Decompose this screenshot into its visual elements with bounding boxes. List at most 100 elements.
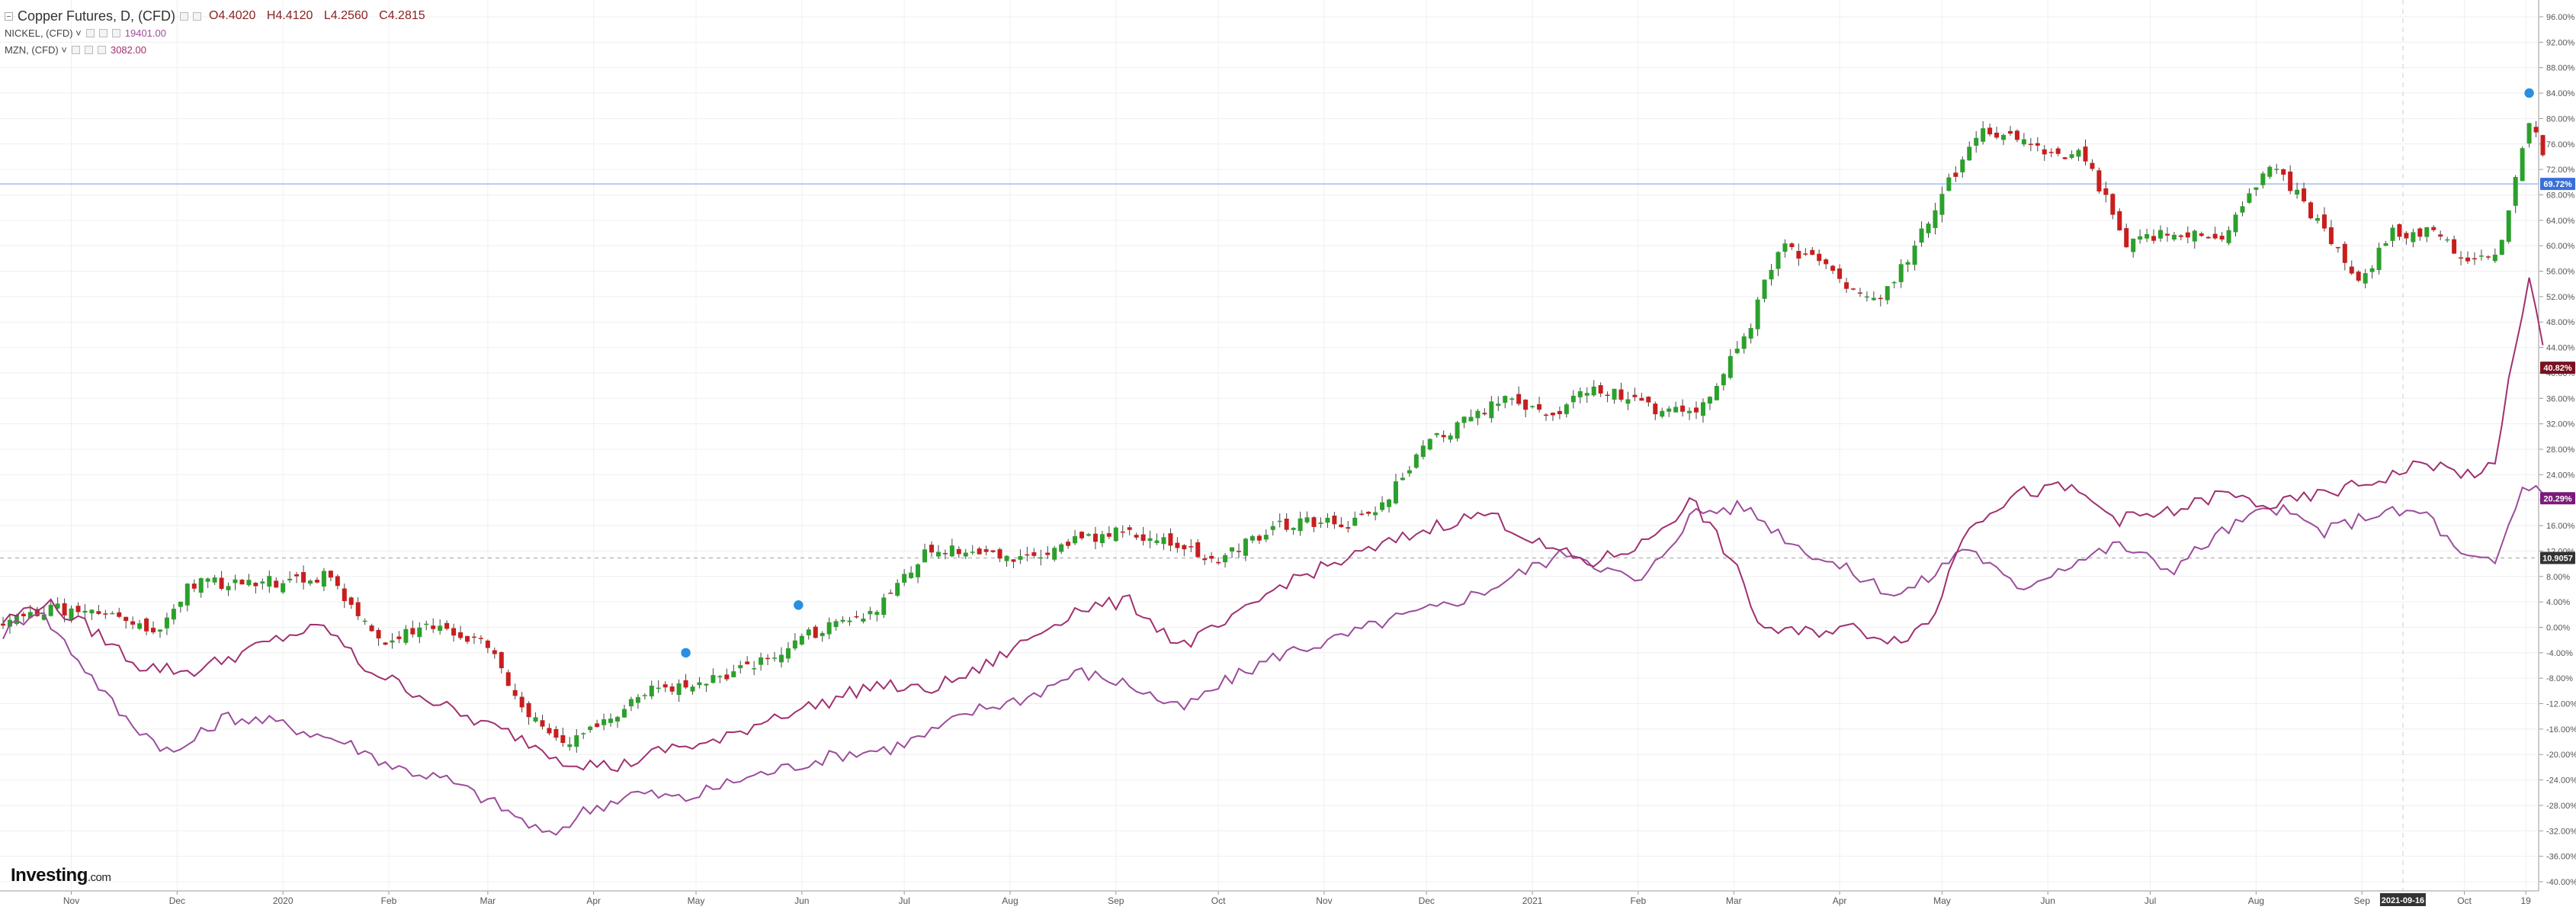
candle-up bbox=[246, 580, 252, 586]
candle-up bbox=[1912, 245, 1917, 265]
candle-up bbox=[1981, 128, 1986, 142]
nickel-series-line bbox=[2, 484, 2544, 836]
settings-icon[interactable] bbox=[84, 45, 93, 54]
candle-down bbox=[151, 628, 156, 633]
candle-down bbox=[2164, 233, 2170, 236]
candle-down bbox=[2452, 239, 2457, 254]
candle-up bbox=[840, 619, 845, 622]
candle-up bbox=[1373, 512, 1378, 516]
candle-down bbox=[1878, 297, 1883, 300]
candle-down bbox=[1066, 542, 1071, 546]
candle-up bbox=[2158, 230, 2164, 239]
candle-down bbox=[274, 580, 279, 588]
high-value: H4.4120 bbox=[266, 9, 313, 22]
candle-up bbox=[2247, 193, 2252, 203]
candle-up bbox=[970, 551, 975, 553]
candle-down bbox=[1987, 127, 1993, 135]
candle-up bbox=[1687, 410, 1692, 413]
candle-up bbox=[759, 657, 764, 665]
candle-up bbox=[601, 719, 607, 725]
candle-up bbox=[2506, 210, 2511, 242]
candle-up bbox=[1270, 526, 1275, 530]
candle-up bbox=[2315, 218, 2320, 221]
candle-up bbox=[2254, 187, 2259, 190]
candle-down bbox=[253, 583, 258, 587]
candle-down bbox=[2288, 171, 2293, 191]
candle-up bbox=[82, 610, 88, 613]
candle-up bbox=[171, 609, 176, 620]
candle-down bbox=[485, 640, 490, 648]
candle-down bbox=[314, 580, 319, 583]
x-tick-label: Nov bbox=[1316, 895, 1332, 906]
candle-up bbox=[1673, 407, 1679, 413]
candle-down bbox=[1680, 405, 1686, 412]
candle-up bbox=[1864, 296, 1869, 298]
candle-down bbox=[2199, 233, 2204, 236]
x-tick-label: Jun bbox=[2041, 895, 2055, 906]
candle-up bbox=[1509, 398, 1515, 400]
candle-up bbox=[48, 604, 53, 616]
mzn-label[interactable]: MZN, (CFD) ˅ bbox=[5, 43, 67, 56]
candle-down bbox=[854, 616, 859, 618]
close-icon[interactable] bbox=[111, 28, 120, 37]
candle-up bbox=[2526, 123, 2532, 144]
candle-up bbox=[690, 686, 695, 692]
candle-down bbox=[595, 723, 600, 728]
candle-down bbox=[2185, 232, 2190, 238]
candle-up bbox=[1898, 264, 1904, 282]
candle-up bbox=[1570, 395, 1576, 403]
candle-down bbox=[342, 588, 347, 602]
candle-up bbox=[1318, 522, 1323, 524]
candle-up bbox=[2274, 169, 2279, 170]
candle-down bbox=[2335, 246, 2340, 249]
candle-down bbox=[130, 621, 136, 625]
candle-up bbox=[1250, 535, 1255, 541]
candle-up bbox=[1113, 527, 1118, 542]
low-value: L4.2560 bbox=[323, 9, 368, 22]
x-tick-label: Feb bbox=[381, 895, 397, 906]
candle-up bbox=[403, 628, 409, 643]
candle-up bbox=[916, 564, 921, 577]
settings-icon[interactable] bbox=[98, 28, 107, 37]
investing-logo[interactable]: Investing.com bbox=[11, 865, 111, 886]
candle-up bbox=[1325, 517, 1330, 523]
candle-down bbox=[2281, 169, 2286, 175]
candle-up bbox=[1223, 555, 1228, 563]
candle-down bbox=[335, 576, 340, 587]
candle-up bbox=[1660, 410, 1665, 417]
visibility-icon[interactable] bbox=[71, 45, 80, 54]
settings-icon[interactable] bbox=[180, 11, 189, 21]
nickel-label[interactable]: NICKEL, (CFD) ˅ bbox=[5, 27, 82, 39]
y-tick-label: 84.00% bbox=[2546, 89, 2575, 98]
candle-up bbox=[1243, 538, 1248, 556]
candle-up bbox=[1018, 556, 1023, 560]
candle-down bbox=[1810, 249, 1815, 256]
candle-down bbox=[1543, 414, 1548, 416]
candle-up bbox=[178, 601, 183, 607]
candle-down bbox=[956, 548, 961, 555]
close-icon[interactable] bbox=[97, 45, 106, 54]
candle-up bbox=[1584, 393, 1590, 396]
candle-down bbox=[2485, 256, 2491, 258]
visibility-icon[interactable] bbox=[85, 28, 95, 37]
candle-down bbox=[2103, 188, 2109, 195]
candle-up bbox=[874, 612, 880, 616]
candle-down bbox=[1789, 243, 1795, 247]
y-tick-label: 36.00% bbox=[2546, 394, 2575, 403]
candle-up bbox=[1960, 159, 1965, 172]
candle-up bbox=[1871, 297, 1876, 301]
candle-up bbox=[55, 603, 60, 609]
collapse-icon[interactable] bbox=[5, 11, 13, 21]
candle-down bbox=[983, 549, 989, 552]
close-icon[interactable] bbox=[193, 11, 202, 21]
copper-candles bbox=[1, 121, 2546, 753]
candle-up bbox=[2240, 206, 2245, 213]
candle-up bbox=[1380, 502, 1385, 510]
y-tick-label: 92.00% bbox=[2546, 38, 2575, 47]
x-tick-label: Aug bbox=[2248, 895, 2264, 906]
candle-up bbox=[287, 578, 293, 580]
candle-down bbox=[526, 702, 531, 718]
candle-down bbox=[2212, 233, 2218, 239]
candle-down bbox=[451, 628, 457, 636]
